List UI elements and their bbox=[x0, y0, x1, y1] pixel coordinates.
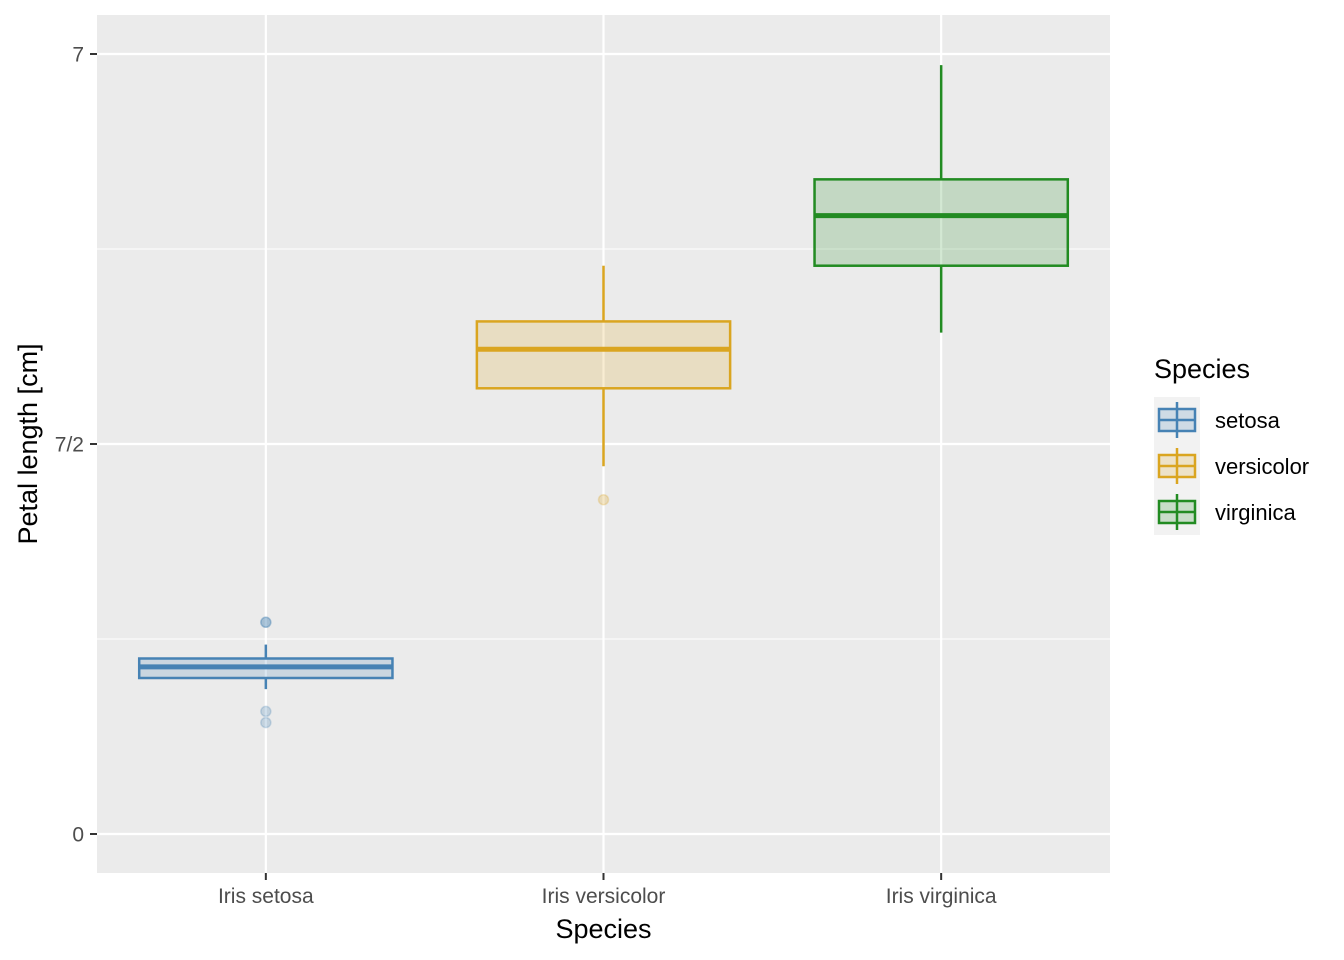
box-group bbox=[813, 65, 1070, 333]
outlier-point bbox=[260, 716, 272, 729]
x-tick-label: Iris setosa bbox=[218, 885, 314, 908]
x-tick-label: Iris versicolor bbox=[542, 885, 666, 908]
y-axis: 0 7/2 7 bbox=[55, 44, 97, 847]
x-axis: Iris setosa Iris versicolor Iris virginica bbox=[218, 873, 997, 908]
legend-title: Species bbox=[1154, 354, 1250, 384]
box-iqr bbox=[475, 320, 732, 390]
legend-key-virginica bbox=[1157, 494, 1197, 530]
box-group bbox=[475, 265, 732, 506]
legend-label-setosa: setosa bbox=[1215, 408, 1281, 433]
y-axis-title: Petal length [cm] bbox=[13, 343, 43, 544]
legend-key-setosa bbox=[1157, 402, 1197, 438]
outlier-point bbox=[260, 616, 272, 629]
box-group bbox=[137, 616, 394, 729]
outlier-point bbox=[597, 493, 610, 506]
x-tick-label: Iris virginica bbox=[886, 885, 997, 908]
outlier-point bbox=[260, 705, 272, 718]
legend-label-versicolor: versicolor bbox=[1215, 454, 1309, 479]
legend: Species setosa versicolor virginica bbox=[1154, 354, 1309, 535]
boxes-layer bbox=[137, 65, 1070, 729]
y-tick-label: 0 bbox=[72, 824, 84, 847]
y-tick-label: 7/2 bbox=[55, 434, 84, 457]
legend-key-versicolor bbox=[1157, 448, 1197, 484]
box-iqr bbox=[813, 178, 1070, 267]
legend-label-virginica: virginica bbox=[1215, 500, 1296, 525]
x-axis-title: Species bbox=[555, 914, 651, 944]
y-tick-label: 7 bbox=[72, 44, 84, 67]
outlier-point bbox=[260, 616, 272, 629]
